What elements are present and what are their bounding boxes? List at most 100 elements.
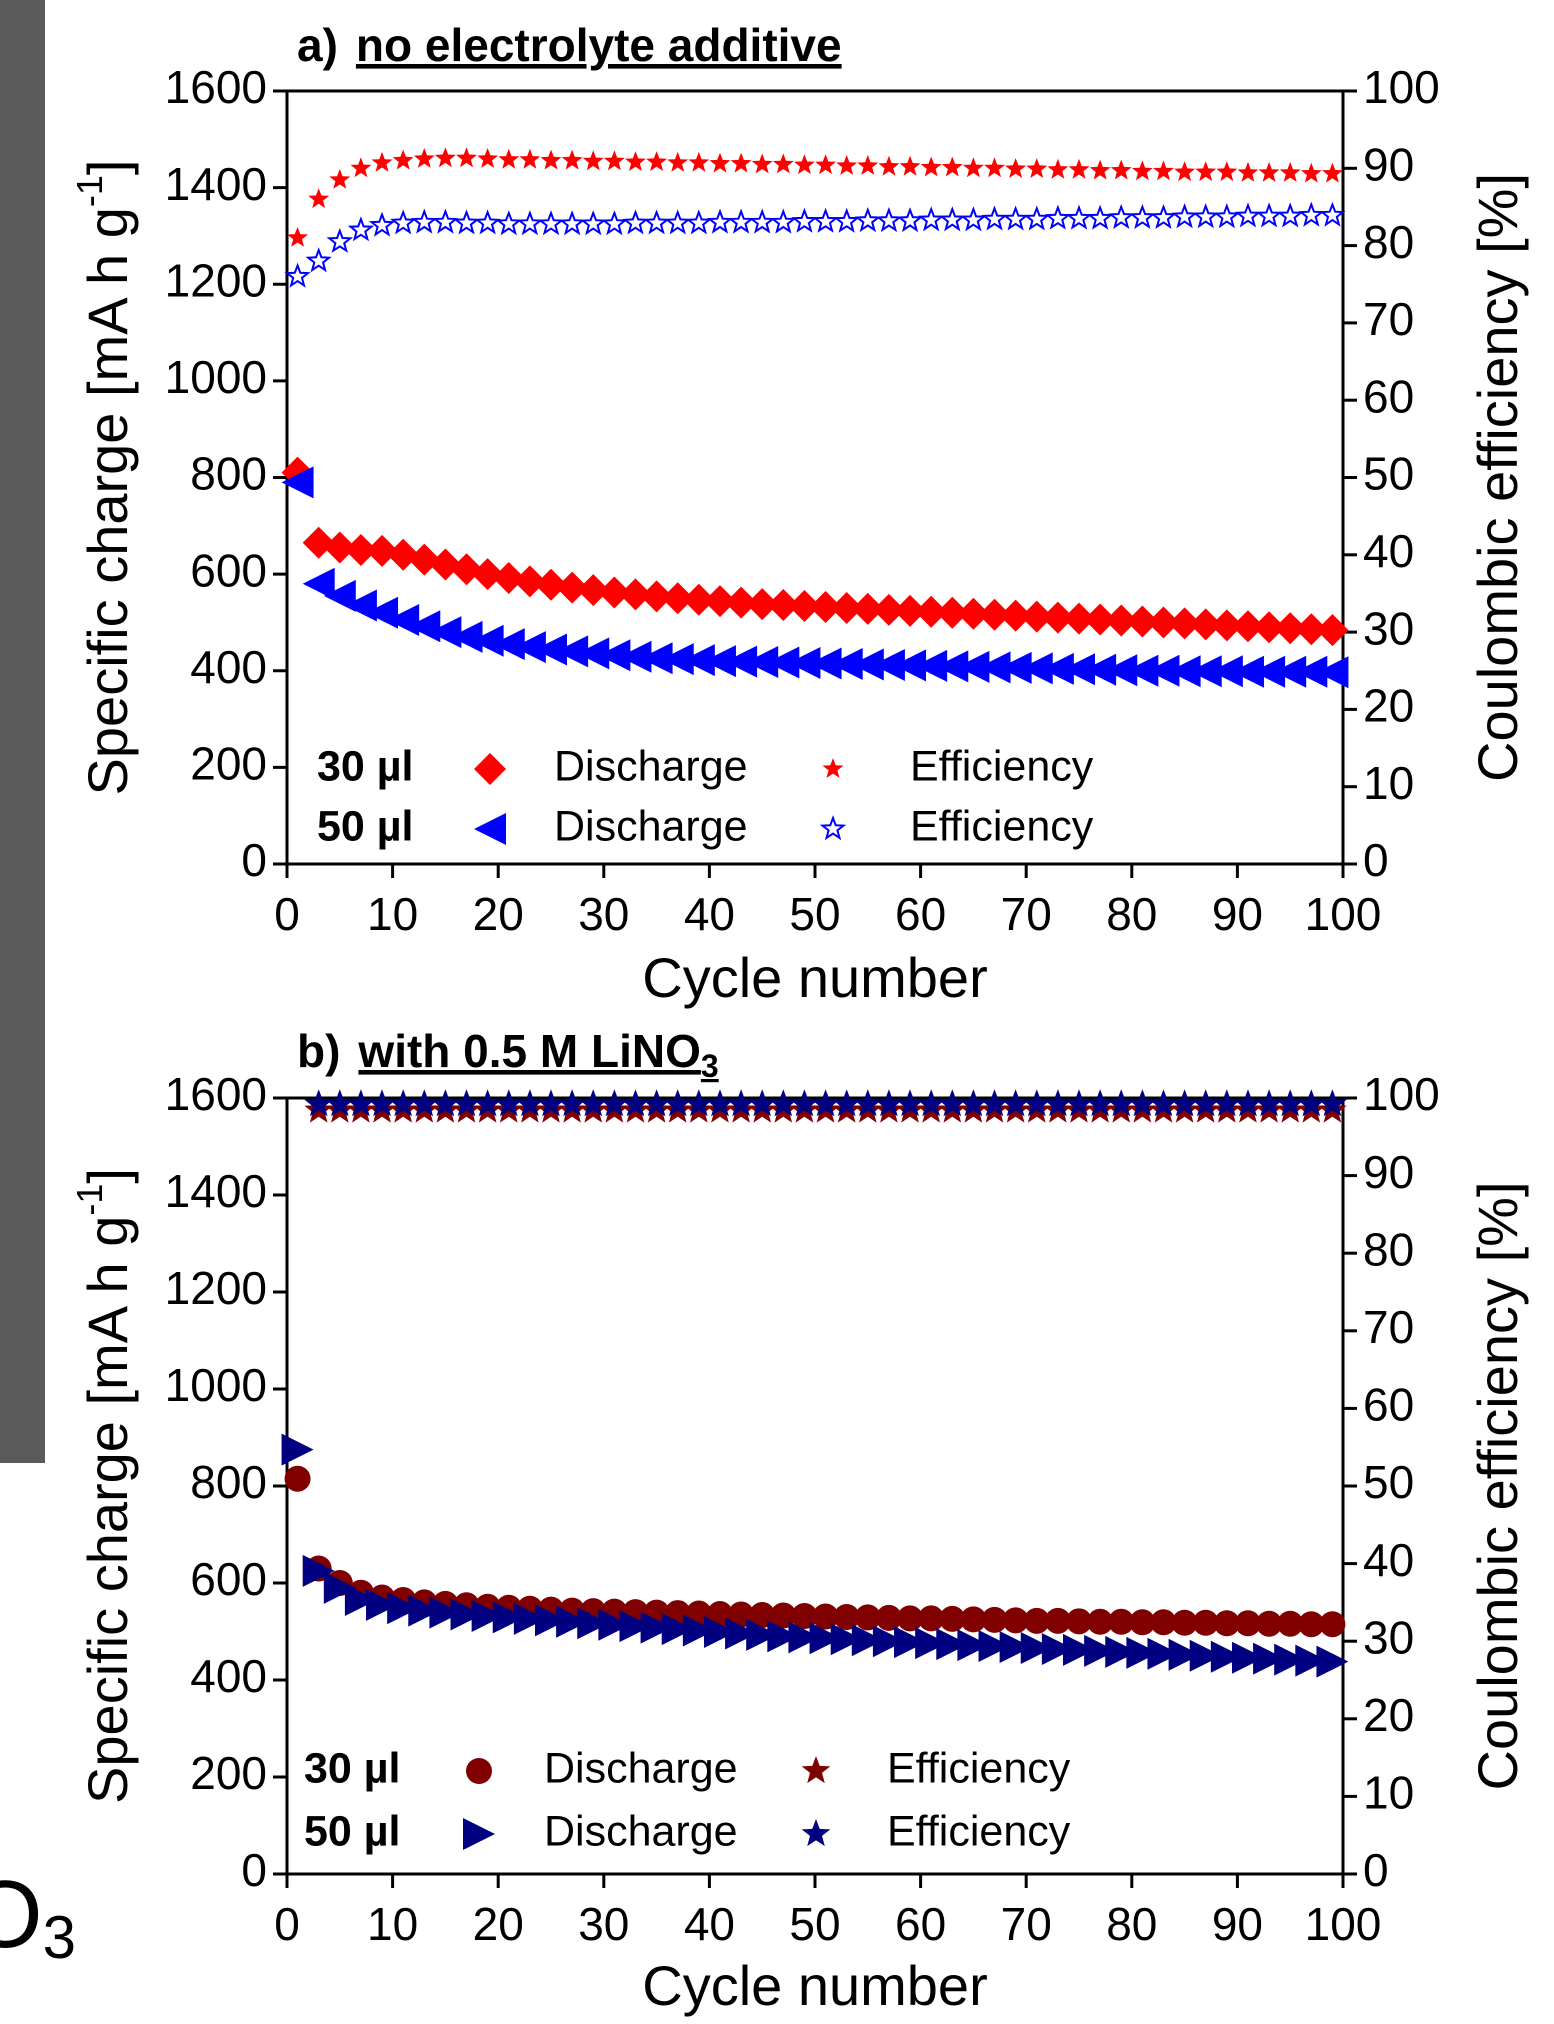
diamond-marker <box>1020 600 1053 633</box>
y2-tick-label: 30 <box>1363 1611 1414 1663</box>
diamond-marker <box>978 598 1011 631</box>
star-marker <box>1276 202 1304 228</box>
triangle-marker <box>1316 656 1349 689</box>
triangle-marker <box>1274 1643 1307 1676</box>
title-text: no electrolyte additive <box>356 19 842 71</box>
star-marker <box>812 207 839 233</box>
star-marker <box>1107 1089 1136 1117</box>
x-tick-label: 10 <box>367 1898 418 1950</box>
diamond-marker <box>703 585 736 618</box>
star-marker <box>832 1089 861 1117</box>
star-marker <box>643 209 670 235</box>
star-marker <box>895 1089 925 1117</box>
star-marker <box>1108 203 1135 230</box>
x-axis-title: Cycle number <box>642 946 987 1009</box>
y2-tick-label: 10 <box>1363 1767 1414 1819</box>
star-marker <box>770 208 797 234</box>
diamond-marker <box>471 558 504 591</box>
triangle-marker <box>830 647 863 680</box>
y-tick-label: 800 <box>190 448 267 500</box>
triangle-marker <box>788 647 821 680</box>
star-marker <box>1318 1089 1347 1117</box>
y2-tick-label: 70 <box>1363 1301 1414 1353</box>
triangle-marker <box>450 620 483 653</box>
x-tick-label: 20 <box>473 888 524 940</box>
triangle-marker <box>281 1433 314 1466</box>
triangle-marker <box>1126 1636 1159 1669</box>
y-axis-title: Specific charge [mA h g-1] <box>69 160 139 796</box>
triangle-marker <box>1041 1632 1074 1665</box>
triangle-marker <box>936 1628 969 1661</box>
triangle-marker <box>1189 1639 1222 1672</box>
star-marker <box>1065 204 1093 230</box>
star-marker <box>1089 159 1111 180</box>
star-marker <box>916 1089 946 1117</box>
triangle-marker <box>1316 1645 1349 1678</box>
diamond-marker <box>513 565 546 598</box>
triangle-marker <box>429 616 462 649</box>
star-marker <box>667 151 689 172</box>
y2-tick-label: 20 <box>1363 680 1414 732</box>
diamond-marker <box>682 583 715 616</box>
x-tick-label: 10 <box>367 888 418 940</box>
triangle-marker <box>978 1630 1011 1663</box>
star-marker <box>431 1089 460 1117</box>
star-marker <box>815 154 836 175</box>
y2-tick-label: 50 <box>1363 448 1414 500</box>
star-marker <box>896 207 924 233</box>
triangle-marker <box>1210 655 1243 688</box>
star-marker <box>453 209 480 235</box>
x-tick-label: 40 <box>684 1898 735 1950</box>
y-tick-label: 1600 <box>165 1068 267 1120</box>
star-marker <box>1300 162 1322 183</box>
y-tick-label: 600 <box>190 544 267 596</box>
x-tick-label: 80 <box>1106 888 1157 940</box>
diamond-marker <box>872 593 905 626</box>
y-tick-label: 1400 <box>165 1165 267 1217</box>
diamond-marker <box>1126 605 1159 638</box>
y2-tick-label: 10 <box>1363 757 1414 809</box>
triangle-marker <box>513 1602 546 1635</box>
x-tick-label: 90 <box>1212 1898 1263 1950</box>
triangle-marker <box>1020 1631 1053 1664</box>
circle-marker <box>1150 1609 1177 1636</box>
star-marker <box>1005 158 1027 178</box>
x-tick-label: 80 <box>1106 1898 1157 1950</box>
side-image-strip <box>0 0 45 1463</box>
triangle-marker <box>471 1599 504 1632</box>
star-marker <box>875 207 903 233</box>
star-marker <box>1026 158 1048 178</box>
star-marker <box>326 227 354 253</box>
triangle-marker <box>535 1604 567 1637</box>
triangle-marker <box>809 647 842 680</box>
star-marker <box>939 206 966 232</box>
star-marker <box>878 155 900 176</box>
star-marker <box>536 1089 566 1117</box>
y-tick-label: 200 <box>190 738 267 790</box>
star-marker <box>1047 158 1069 179</box>
star-marker <box>642 1089 671 1117</box>
triangle-marker <box>556 635 589 668</box>
x-tick-label: 30 <box>578 1898 629 1950</box>
triangle-marker <box>1295 1644 1328 1677</box>
legend-label: Discharge <box>544 1744 738 1792</box>
triangle-marker <box>619 1610 652 1643</box>
x-tick-label: 70 <box>1001 888 1052 940</box>
star-marker <box>411 208 438 234</box>
star-marker <box>748 208 776 234</box>
triangle-marker <box>915 1627 948 1660</box>
star-marker <box>1171 203 1198 229</box>
star-marker <box>1022 1089 1051 1117</box>
diamond-marker <box>830 591 863 624</box>
circle-marker <box>833 1603 860 1630</box>
diamond-marker <box>1147 606 1180 639</box>
triangle-marker <box>387 604 420 637</box>
triangle-marker <box>661 1613 694 1646</box>
y-tick-label: 600 <box>190 1553 267 1605</box>
triangle-marker <box>598 1608 631 1641</box>
y-tick-label: 0 <box>241 834 267 886</box>
y-tick-label: 800 <box>190 1456 267 1508</box>
star-marker <box>325 1089 355 1117</box>
circle-marker <box>1171 1609 1198 1636</box>
diamond-marker <box>936 596 969 629</box>
